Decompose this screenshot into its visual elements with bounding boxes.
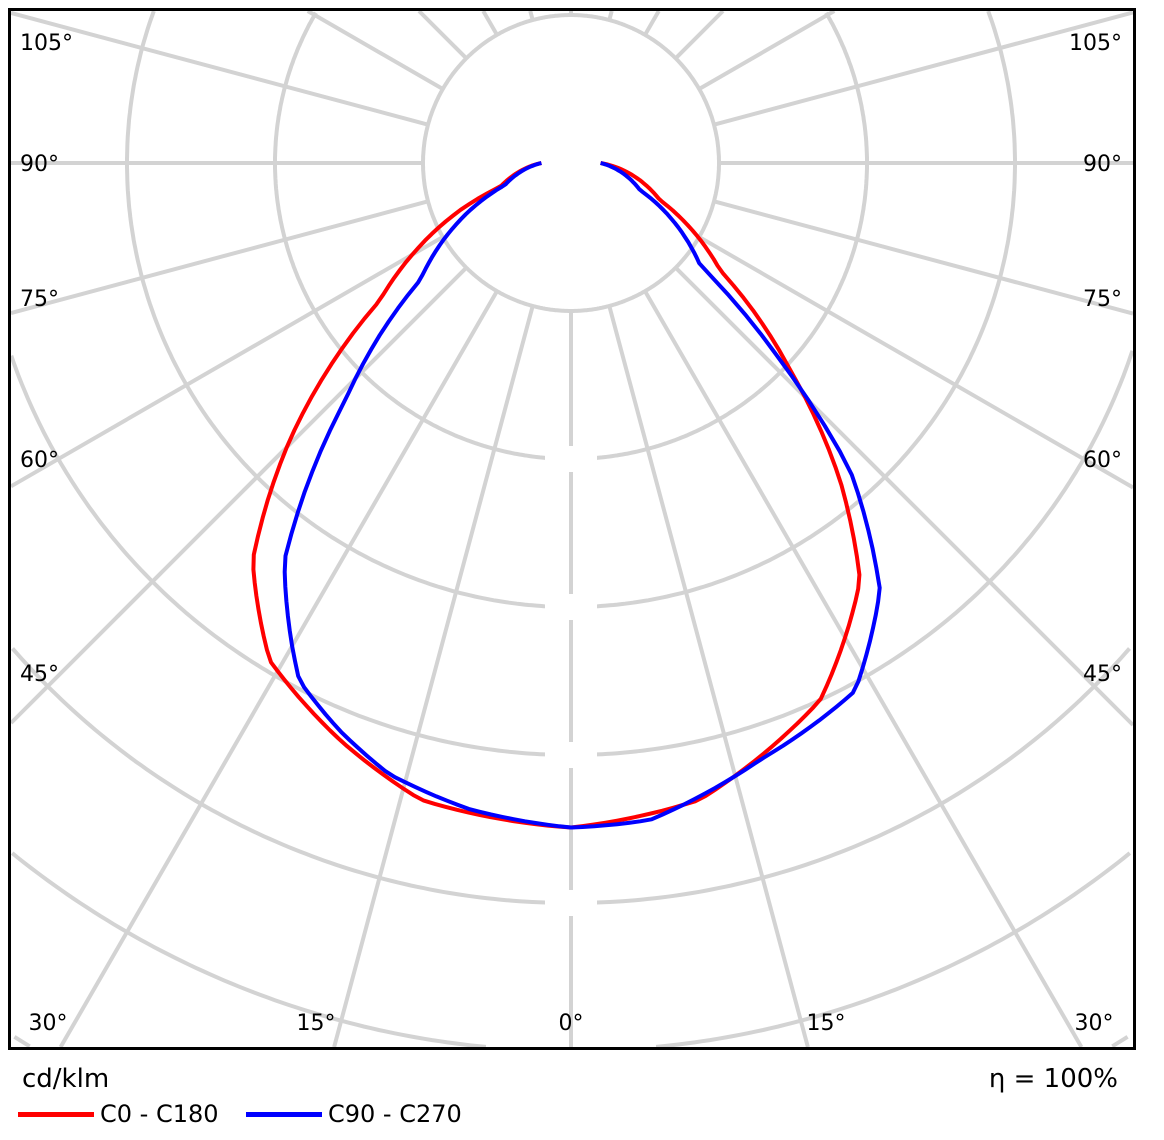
grid-spoke [607,10,614,21]
curves [251,161,882,830]
grid-spoke [674,266,1135,727]
angle-label: 30° [29,1011,68,1036]
angle-label: 60° [1083,448,1122,473]
grid-spoke [332,305,535,1048]
grid-spoke [698,9,836,91]
legend-label: C0 - C180 [100,1100,219,1128]
grid-spoke [306,9,444,91]
grid-ring [125,10,571,609]
polar-chart: 105° 90° 75° 60° 45° 105° 90° 75° 60° 45… [8,8,1136,1050]
grid-spoke [674,9,725,60]
angle-label: 45° [20,662,59,687]
radial-label-box [545,594,597,620]
legend-swatch-blue [246,1111,322,1117]
grid-spoke [607,305,810,1048]
unit-label: cd/klm [22,1064,110,1094]
grid-spoke [481,10,499,36]
grid-ring [10,851,487,1049]
angle-label: 90° [1083,152,1122,177]
angle-labels-right: 105° 90° 75° 60° 45° [1069,31,1122,687]
grid-spoke [713,10,1134,127]
grid-ring [9,355,571,757]
grid-ring [421,13,721,313]
grid-spoke [713,199,1134,316]
angle-label: 105° [20,31,73,56]
grid-spoke [10,11,429,127]
grid-spoke [698,235,1135,490]
polar-grid [9,9,1135,1049]
radial-label-box [545,446,597,472]
grid-ring [11,647,571,905]
grid-spoke [528,10,535,21]
efficiency-label: η = 100% [988,1064,1118,1094]
grid-spoke [58,290,499,1048]
legend-swatch-red [18,1111,94,1117]
legend-label: C90 - C270 [328,1100,462,1128]
grid-ring [655,851,1132,1049]
grid-ring [571,647,1131,905]
grid-spoke [10,199,429,315]
angle-labels-bottom: 30° 15° 0° 15° 30° [29,1011,1114,1036]
angle-label: 0° [559,1011,584,1036]
angle-label: 45° [1083,662,1122,687]
grid-ring [13,1035,31,1049]
angle-label: 90° [20,152,59,177]
angle-label: 75° [20,287,59,312]
grid-ring [571,10,1017,609]
series-curve-c90-c270 [282,161,882,830]
angle-label: 15° [297,1011,336,1036]
chart-frame [8,8,1136,1050]
grid-spoke [417,9,468,60]
radial-label-box [545,890,597,916]
angle-label: 75° [1083,287,1122,312]
radial-label-box [545,742,597,768]
grid-ring [571,350,1135,757]
legend-item-c90-c270: C90 - C270 [246,1100,462,1128]
series-curve-c0-c180 [251,161,862,830]
angle-label: 15° [807,1011,846,1036]
grid-spoke [643,9,661,36]
grid-spoke [9,266,468,725]
legend-item-c0-c180: C0 - C180 [18,1100,219,1128]
angle-labels-left: 105° 90° 75° 60° 45° [20,31,73,687]
grid-spoke [9,235,444,489]
angle-label: 105° [1069,31,1122,56]
angle-label: 60° [20,448,59,473]
angle-label: 30° [1075,1011,1114,1036]
grid-ring [1111,1035,1129,1049]
